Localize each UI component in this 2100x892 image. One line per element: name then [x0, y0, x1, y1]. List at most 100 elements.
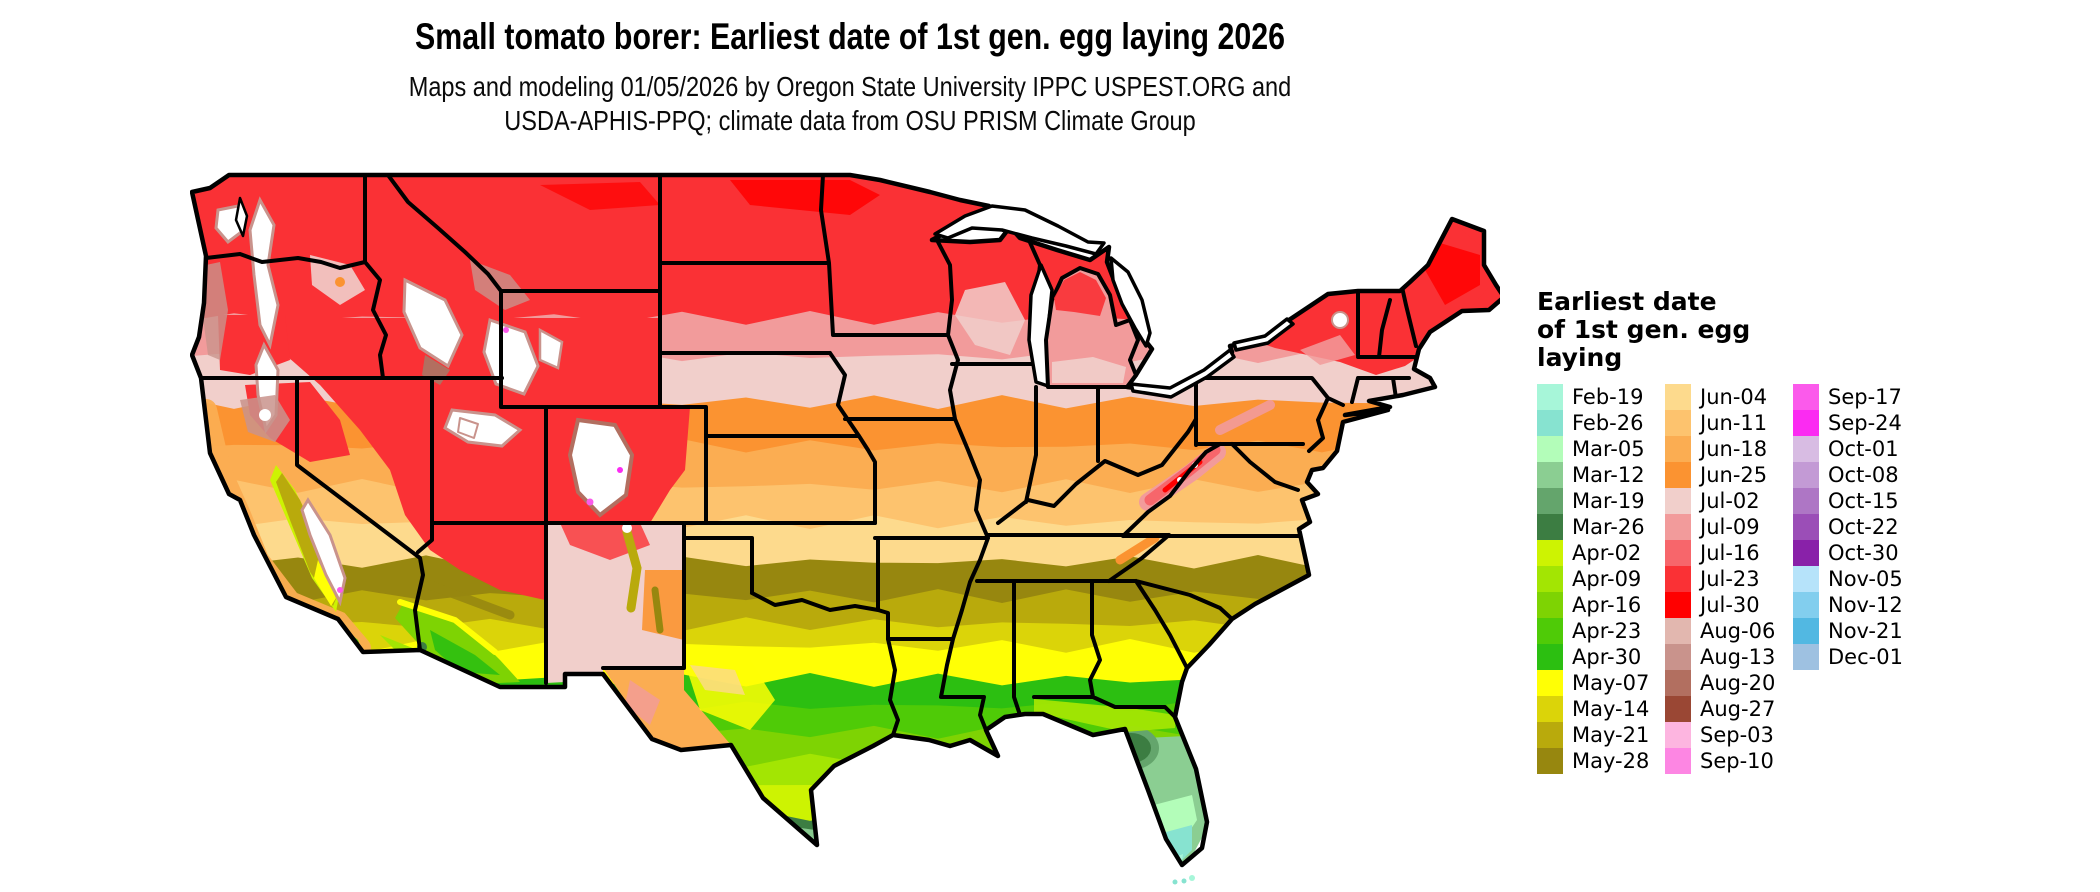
map-subtitle-line1: Maps and modeling 01/05/2026 by Oregon S…: [408, 71, 1292, 102]
legend-row: May-28: [1537, 748, 1665, 774]
legend-label: Mar-26: [1572, 515, 1645, 539]
legend-row: Sep-03: [1665, 722, 1793, 748]
legend-label: Jun-11: [1700, 411, 1768, 435]
legend-row: Apr-16: [1537, 592, 1665, 618]
legend-row: May-14: [1537, 696, 1665, 722]
legend-row: Aug-27: [1665, 696, 1793, 722]
legend-row: Sep-24: [1793, 410, 1903, 436]
legend-row: Jul-30: [1665, 592, 1793, 618]
legend-row: Jul-09: [1665, 514, 1793, 540]
legend-column-2: Jun-04 Jun-11 Jun-18 Jun-25 Jul-02 Jul-09 Jul-…: [1665, 384, 1793, 774]
legend-label: Nov-12: [1828, 593, 1903, 617]
legend-label: Sep-17: [1828, 385, 1902, 409]
legend-swatch: [1537, 540, 1563, 566]
region-nm-orange: [642, 570, 684, 640]
legend-swatch: [1537, 384, 1563, 410]
legend-label: May-28: [1572, 749, 1650, 773]
great-lakes: [234, 196, 1295, 439]
mtn-colorado: [567, 417, 635, 518]
legend-swatch: [1793, 540, 1819, 566]
legend-label: Feb-26: [1572, 411, 1644, 435]
legend-row: Apr-23: [1537, 618, 1665, 644]
lake-ontario: [1232, 317, 1295, 352]
legend-row: Nov-05: [1793, 566, 1903, 592]
legend-grid: Feb-19 Feb-26 Mar-05 Mar-12 Mar-19 Mar-26 Apr-…: [1537, 384, 1903, 774]
legend-label: Mar-12: [1572, 463, 1645, 487]
legend-swatch: [1537, 670, 1563, 696]
legend-swatch: [1665, 670, 1691, 696]
legend-title-line1: Earliest date: [1537, 287, 1717, 316]
legend-label: Aug-06: [1700, 619, 1776, 643]
legend-row: Oct-01: [1793, 436, 1903, 462]
mtn-bighorn: [538, 327, 564, 370]
legend-label: Apr-16: [1572, 593, 1642, 617]
legend-label: Aug-27: [1700, 697, 1776, 721]
legend-swatch: [1665, 540, 1691, 566]
legend-swatch: [1665, 566, 1691, 592]
legend-swatch: [1665, 748, 1691, 774]
mtn-whitemtn-white: [1385, 275, 1395, 285]
ridge-nm-olive2: [651, 586, 664, 634]
ridge-mogollon: [425, 580, 515, 620]
legend-label: Apr-30: [1572, 645, 1642, 669]
legend-row: May-21: [1537, 722, 1665, 748]
mtn-adirondack-white: [1331, 311, 1349, 329]
legend-swatch: [1665, 696, 1691, 722]
legend-row: Jun-25: [1665, 462, 1793, 488]
legend-row: Oct-30: [1793, 540, 1903, 566]
legend-label: Aug-20: [1700, 671, 1776, 695]
legend-swatch: [1537, 618, 1563, 644]
legend-swatch: [1665, 618, 1691, 644]
legend-label: Apr-02: [1572, 541, 1642, 565]
legend-label: Nov-21: [1828, 619, 1903, 643]
legend-label: Jul-09: [1700, 515, 1760, 539]
legend-swatch: [1665, 514, 1691, 540]
legend-swatch: [1793, 436, 1819, 462]
legend-swatch: [1665, 436, 1691, 462]
legend-label: Jul-16: [1700, 541, 1760, 565]
great-salt-lake: [457, 417, 479, 439]
legend-row: Nov-21: [1793, 618, 1903, 644]
band-Mar-26: [192, 807, 950, 856]
legend-row: Apr-02: [1537, 540, 1665, 566]
legend-title-line3: laying: [1537, 343, 1623, 372]
legend-label: Sep-10: [1700, 749, 1774, 773]
legend-label: Mar-19: [1572, 489, 1645, 513]
region-nd-crimson: [730, 180, 880, 215]
legend-row: Oct-08: [1793, 462, 1903, 488]
band-Apr-16: [192, 725, 1500, 774]
legend-swatch: [1665, 384, 1691, 410]
legend-swatch: [1537, 644, 1563, 670]
legend-label: Sep-24: [1828, 411, 1902, 435]
region-edwards-tan: [690, 665, 745, 695]
legend-swatch: [1665, 722, 1691, 748]
region-ca-valley-yellow: [314, 560, 336, 606]
ridge-nm-olive: [622, 527, 642, 613]
legend-swatch: [1537, 514, 1563, 540]
legend-swatch: [1537, 436, 1563, 462]
state-borders: [199, 175, 1421, 737]
region-az-yellow-fringe: [397, 599, 498, 655]
legend-label: Feb-19: [1572, 385, 1644, 409]
mtn-nm-white: [622, 523, 632, 533]
legend-row: Apr-09: [1537, 566, 1665, 592]
legend-label: Apr-09: [1572, 567, 1642, 591]
legend-row: Aug-20: [1665, 670, 1793, 696]
mtn-sierra: [300, 497, 347, 607]
legend-label: Aug-13: [1700, 645, 1776, 669]
legend-label: Apr-23: [1572, 619, 1642, 643]
ridge-pa: [1215, 400, 1275, 435]
legend-label: Jul-02: [1700, 489, 1760, 513]
region-newmexico: [546, 523, 684, 683]
mtn-shasta-white: [259, 409, 271, 421]
legend-swatch: [1793, 566, 1819, 592]
legend-row: Nov-12: [1793, 592, 1903, 618]
us-choropleth-map: [190, 172, 1500, 885]
legend-row: May-07: [1537, 670, 1665, 696]
florida-keys: [1172, 875, 1195, 885]
region-imperial-green: [380, 635, 418, 650]
legend-row: Jun-11: [1665, 410, 1793, 436]
legend-row: Jun-18: [1665, 436, 1793, 462]
lake-superior: [933, 204, 1106, 256]
